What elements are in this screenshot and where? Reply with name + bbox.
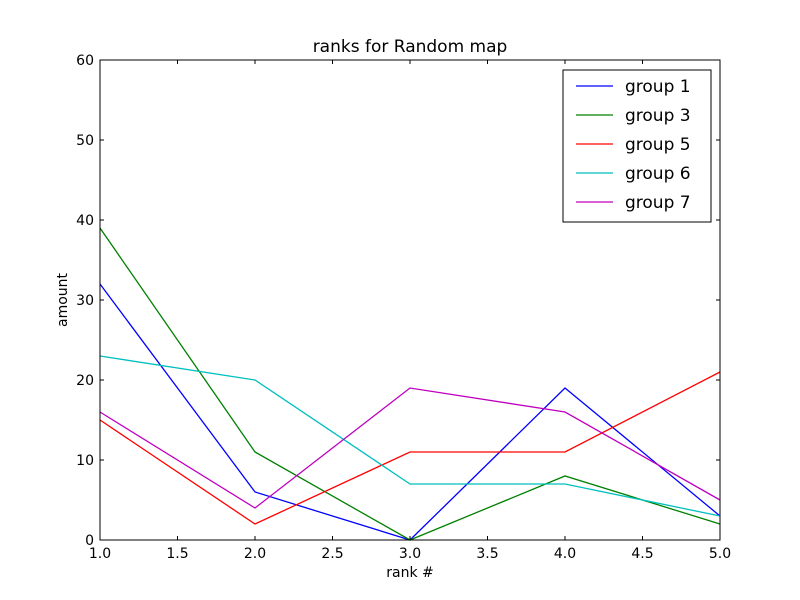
y-tick-label: 40 [76,213,94,229]
y-tick-label: 0 [85,533,94,549]
legend: group 1 group 3 group 5 group 6 group 7 [562,69,712,223]
x-tick-label: 5.0 [709,546,731,562]
x-tick-label: 3.5 [476,546,498,562]
series-line-group-6 [99,355,721,517]
y-tick-label: 30 [76,293,94,309]
x-tick-label: 1.0 [89,546,111,562]
chart-title: ranks for Random map [313,37,508,57]
plot-area: 1.0 1.5 2.0 2.5 3.0 3.5 4.0 4.5 5.0 0 10 20 30 40 50 60 [76,53,731,562]
x-tick-label: 1.5 [166,546,188,562]
legend-box [562,69,712,223]
legend-label-group-5: group 5 [625,135,691,155]
x-tick-label: 4.5 [631,546,653,562]
x-axis-label: rank # [386,565,434,581]
x-tick-label: 4.0 [554,546,576,562]
legend-label-group-6: group 6 [625,164,691,184]
x-tick-label: 2.5 [321,546,343,562]
y-tick-label: 10 [76,453,94,469]
y-tick-label: 60 [76,53,94,69]
y-tick-label: 50 [76,133,94,149]
y-tick-label: 20 [76,373,94,389]
series-line-group-5 [99,371,721,525]
series-line-group-7 [99,387,721,509]
x-tick-label: 3.0 [399,546,421,562]
y-axis-label: amount [55,272,71,327]
legend-label-group-1: group 1 [625,77,691,97]
legend-label-group-7: group 7 [625,193,691,213]
x-tick-label: 2.0 [244,546,266,562]
legend-label-group-3: group 3 [625,106,691,126]
